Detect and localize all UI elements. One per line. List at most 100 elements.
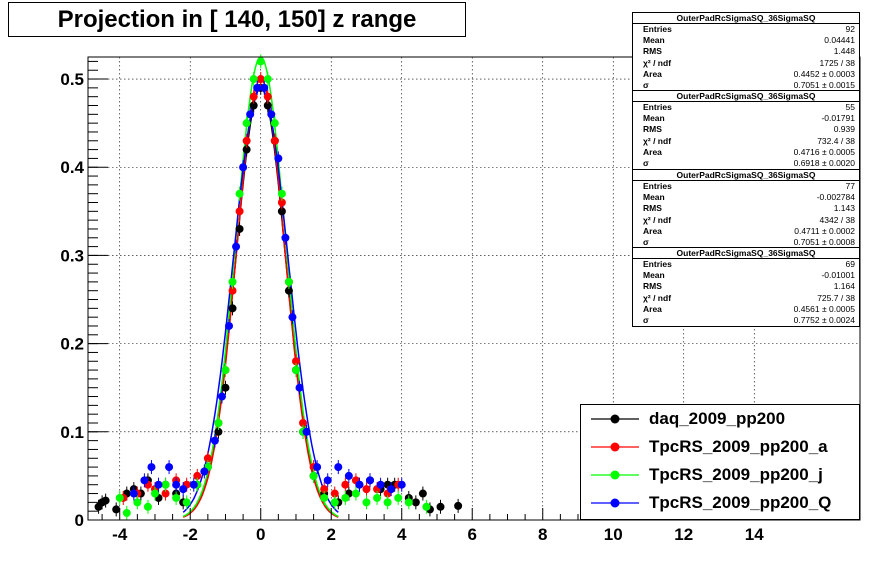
stats-key: σ (643, 157, 649, 168)
data-point (320, 493, 329, 502)
stats-value: 0.939 (833, 124, 855, 135)
y-tick-label: 0.4 (60, 158, 84, 177)
data-point (150, 489, 159, 498)
stats-value: -0.01791 (821, 113, 855, 124)
data-point (228, 286, 237, 295)
x-tick-label: 6 (468, 525, 477, 544)
legend-label: TpcRS_2009_pp200_j (649, 465, 823, 484)
stats-key: Area (643, 68, 662, 79)
stats-row: RMS 0.939 (633, 124, 859, 135)
data-point (122, 508, 131, 517)
stats-value: 0.4716 ± 0.0005 (793, 146, 855, 157)
stats-value: 0.4452 ± 0.0003 (793, 68, 855, 79)
stats-key: Entries (643, 259, 672, 269)
data-point (242, 119, 251, 128)
data-point (147, 463, 156, 472)
data-point (277, 189, 286, 198)
x-tick-label: 4 (397, 525, 407, 544)
data-point (422, 502, 431, 511)
data-point (274, 154, 283, 163)
stats-key: σ (643, 314, 649, 325)
stats-key: RMS (643, 281, 662, 292)
data-point (256, 57, 265, 66)
data-point (253, 83, 262, 92)
data-point (418, 489, 427, 498)
stats-key: RMS (643, 203, 662, 214)
data-point (210, 436, 219, 445)
stats-row: Mean -0.002784 (633, 192, 859, 203)
stats-key: χ² / ndf (643, 57, 672, 68)
x-tick-label: -4 (112, 525, 128, 544)
x-tick-label: 12 (674, 525, 693, 544)
stats-key: Entries (643, 102, 672, 112)
data-point (351, 489, 360, 498)
y-tick-label: 0 (75, 511, 84, 530)
data-point (165, 463, 174, 472)
data-point (341, 480, 350, 489)
data-point (217, 392, 226, 401)
data-point (101, 496, 110, 505)
legend-item: TpcRS_2009_pp200_Q (581, 489, 859, 517)
data-point (270, 119, 279, 128)
stats-row: Area 0.4561 ± 0.0005 (633, 304, 859, 315)
legend-marker (591, 470, 639, 480)
legend-item: daq_2009_pp200 (581, 405, 859, 433)
data-point (214, 427, 223, 436)
stats-key: Mean (643, 35, 665, 46)
data-point (355, 480, 364, 489)
data-point (394, 493, 403, 502)
data-point (133, 498, 142, 507)
legend-label: TpcRS_2009_pp200_a (649, 437, 828, 456)
stats-box: OuterPadRcSigmaSQ_36SigmaSQ Entries 69 Mean… (632, 247, 860, 328)
x-tick-label: 0 (256, 525, 265, 544)
x-tick-label: -2 (183, 525, 198, 544)
stats-value: 55 (845, 102, 855, 112)
stats-row: σ 0.7051 ± 0.0015 (633, 80, 859, 91)
stats-value: -0.002784 (816, 192, 855, 203)
stats-key: Mean (643, 113, 665, 124)
data-point (373, 493, 382, 502)
y-tick-label: 0.1 (60, 423, 84, 442)
stats-row: RMS 1.448 (633, 46, 859, 57)
data-point (383, 498, 392, 507)
data-point (323, 476, 332, 485)
stats-row: Mean -0.01791 (633, 113, 859, 124)
data-point (454, 501, 463, 510)
data-point (235, 224, 244, 233)
stats-box: OuterPadRcSigmaSQ_36SigmaSQ Entries 92 Mean… (632, 12, 860, 93)
data-point (334, 463, 343, 472)
data-point (228, 304, 237, 313)
data-point (161, 480, 170, 489)
stats-value: 0.7051 ± 0.0008 (793, 236, 855, 247)
data-point (366, 476, 375, 485)
data-point (140, 476, 149, 485)
stats-value: 1725 / 38 (819, 57, 855, 68)
x-tick-label: 2 (326, 525, 335, 544)
y-axis: 0 0.1 0.2 0.3 0.4 0.5 (60, 60, 108, 530)
x-axis: -4 -2 0 2 4 6 8 10 12 14 (101, 508, 843, 544)
stats-box-title: OuterPadRcSigmaSQ_36SigmaSQ (633, 13, 859, 24)
data-point (214, 418, 223, 427)
stats-row: Area 0.4716 ± 0.0005 (633, 147, 859, 158)
data-point (263, 101, 272, 110)
stats-row: χ² / ndf 725.7 / 38 (633, 293, 859, 304)
data-point (320, 485, 329, 494)
data-point (277, 198, 286, 207)
stats-value: 1.164 (833, 281, 855, 292)
data-point (299, 418, 308, 427)
plot-frame (87, 56, 861, 521)
data-point (228, 277, 237, 286)
data-point (242, 136, 251, 145)
stats-value: 77 (845, 181, 855, 191)
data-point (193, 471, 202, 480)
data-point (284, 277, 293, 286)
stats-value: 69 (845, 259, 855, 269)
data-point (295, 383, 304, 392)
chart-title: Projection in [ 140, 150] z range (8, 2, 466, 37)
legend-marker (591, 442, 639, 452)
stats-row: Entries 69 (633, 259, 859, 270)
data-point (330, 498, 339, 507)
stats-value: 732.4 / 38 (817, 135, 855, 146)
stats-value: 0.4561 ± 0.0005 (793, 303, 855, 314)
data-point (281, 233, 290, 242)
